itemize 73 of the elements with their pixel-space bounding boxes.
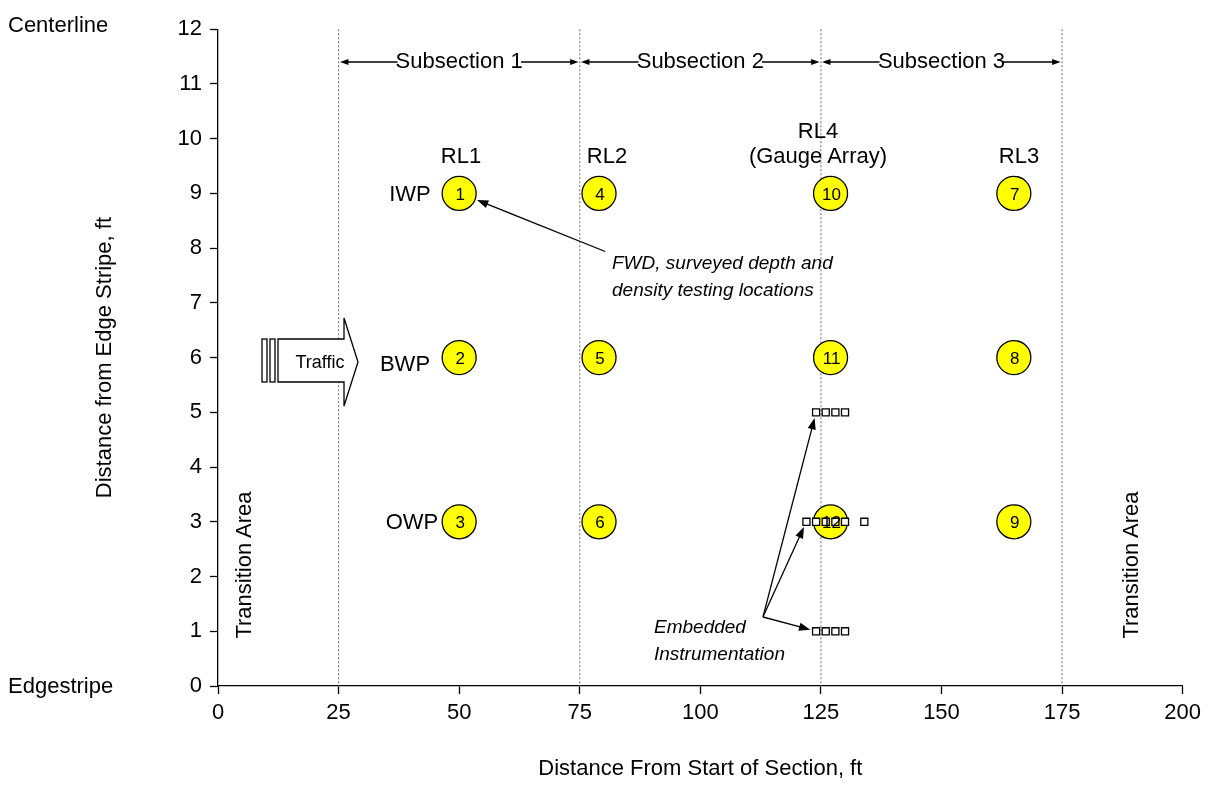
- annotation: 5: [595, 349, 605, 369]
- x-tick-label: 100: [681, 699, 719, 725]
- annotation: 11: [822, 349, 841, 369]
- point: [581, 339, 617, 376]
- x-tick-label: 125: [802, 699, 840, 725]
- point: [840, 627, 850, 636]
- annotation: 2: [455, 349, 465, 369]
- y-tick-label: 3: [189, 507, 202, 533]
- x-tick-label: 25: [326, 699, 351, 725]
- point: [821, 408, 830, 417]
- text: Edgestripe: [8, 673, 114, 698]
- y-tick-label: 7: [189, 288, 202, 314]
- annotation: Subsection 2: [636, 47, 764, 73]
- y-tick-label: 4: [189, 453, 202, 479]
- x-tick-label: 75: [567, 699, 592, 725]
- annotation: 8: [1010, 349, 1020, 369]
- annotation: FWD, surveyed depth and density testing locations: [612, 251, 833, 302]
- point: [811, 408, 821, 417]
- y-tick-label: 6: [189, 343, 202, 369]
- point: [811, 627, 821, 636]
- annotation: 9: [1010, 513, 1020, 533]
- x-tick-label: 150: [923, 699, 960, 725]
- annotation: OWP: [385, 508, 439, 534]
- point: [996, 339, 1032, 376]
- annotation: 3: [455, 513, 465, 533]
- point: [996, 175, 1032, 212]
- y-tick-label: 9: [189, 179, 202, 205]
- x-tick-label: 200: [1164, 699, 1202, 725]
- annotation: Subsection 1: [395, 47, 523, 73]
- y-tick-label: 1: [189, 617, 202, 643]
- annotation: BWP: [379, 350, 431, 376]
- annotation: 6: [595, 513, 605, 533]
- y-axis-title: Distance from Edge Stripe, ft: [91, 216, 117, 499]
- point: [441, 175, 477, 212]
- annotation: Subsection 3: [877, 47, 1006, 73]
- point: [821, 627, 830, 636]
- annotation: Traffic: [294, 351, 346, 374]
- annotation: 4: [595, 185, 605, 205]
- text: Centerline: [8, 12, 109, 37]
- annotation: IWP: [389, 180, 431, 206]
- point: [581, 175, 617, 212]
- annotation: 10: [822, 185, 842, 205]
- x-tick-label: 50: [446, 699, 472, 725]
- annotation: RL2: [586, 142, 628, 168]
- annotation: RL1: [440, 142, 482, 168]
- x-axis-title: Distance From Start of Section, ft: [538, 754, 863, 780]
- x-tick-label: 0: [211, 699, 225, 725]
- point: [441, 339, 477, 376]
- point: [996, 504, 1032, 540]
- point: [840, 408, 850, 417]
- annotation: RL3: [998, 142, 1040, 168]
- y-tick-label: 5: [189, 398, 202, 424]
- annotation: Transition Area: [1117, 491, 1143, 639]
- point: [811, 517, 821, 526]
- annotation: Transition Area: [230, 491, 256, 639]
- point: [831, 627, 840, 636]
- y-tick-label: 8: [189, 234, 202, 260]
- y-tick-label: 2: [189, 562, 202, 588]
- x-tick-label: 175: [1043, 699, 1081, 725]
- annotation: 1: [455, 185, 465, 205]
- point: [441, 504, 477, 540]
- y-tick-label: 10: [177, 124, 202, 150]
- point: [860, 517, 869, 526]
- y-tick-label: 11: [179, 70, 202, 95]
- point: [581, 504, 617, 540]
- point: [831, 408, 840, 417]
- annotation: Embedded Instrumentation: [654, 615, 785, 666]
- y-tick-label: 0: [189, 672, 202, 698]
- y-tick-label: 12: [177, 15, 202, 41]
- point: [802, 517, 811, 526]
- point: [840, 517, 850, 526]
- annotation: 7: [1010, 185, 1020, 205]
- annotation: RL4 (Gauge Array): [748, 118, 888, 168]
